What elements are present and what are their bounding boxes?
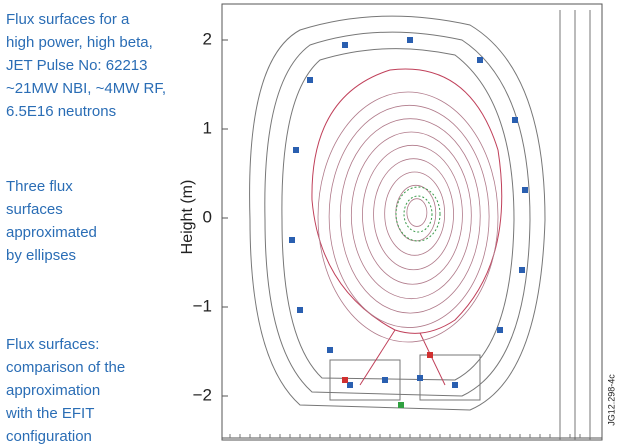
probe: [293, 147, 299, 153]
page: 2 1 0 −1 −2 Height (m) JG12.298-4c Flux surf…: [0, 0, 619, 447]
note-line: high power, high beta,: [6, 34, 153, 51]
probe: [512, 117, 518, 123]
figure: 2 1 0 −1 −2 Height (m) JG12.298-4c Flux surf…: [0, 0, 619, 447]
probe: [327, 347, 333, 353]
note-line: JET Pulse No: 62213: [6, 57, 147, 74]
note-line: approximation: [6, 382, 100, 399]
probe: [522, 187, 528, 193]
probe: [289, 237, 295, 243]
note-line: 6.5E16 neutrons: [6, 103, 116, 120]
note-line: by ellipses: [6, 247, 76, 264]
probe: [297, 307, 303, 313]
y-axis-label: Height (m): [179, 180, 196, 255]
probe: [307, 77, 313, 83]
note-line: surfaces: [6, 201, 63, 218]
note-line: approximated: [6, 224, 97, 241]
probe: [519, 267, 525, 273]
note-line: ~21MW NBI, ~4MW RF,: [6, 80, 166, 97]
y-tick-label: 0: [203, 207, 212, 226]
probe: [382, 377, 388, 383]
note-line: Flux surfaces:: [6, 336, 99, 353]
probe: [342, 42, 348, 48]
figure-id: JG12.298-4c: [606, 374, 616, 426]
probe: [398, 402, 404, 408]
note-line: comparison of the: [6, 359, 125, 376]
probe: [417, 375, 423, 381]
note-line: with the EFIT: [5, 405, 94, 422]
probe: [497, 327, 503, 333]
y-tick-label: 2: [203, 29, 212, 48]
probe: [407, 37, 413, 43]
y-tick-label: −2: [193, 385, 212, 404]
probe: [452, 382, 458, 388]
note-line: configuration: [6, 428, 92, 445]
y-tick-label: −1: [193, 296, 212, 315]
probe: [427, 352, 433, 358]
plot-frame: [222, 4, 602, 440]
y-tick-label: 1: [203, 118, 212, 137]
probe: [342, 377, 348, 383]
note-line: Three flux: [6, 178, 73, 195]
note-line: Flux surfaces for a: [6, 11, 130, 28]
probe: [477, 57, 483, 63]
